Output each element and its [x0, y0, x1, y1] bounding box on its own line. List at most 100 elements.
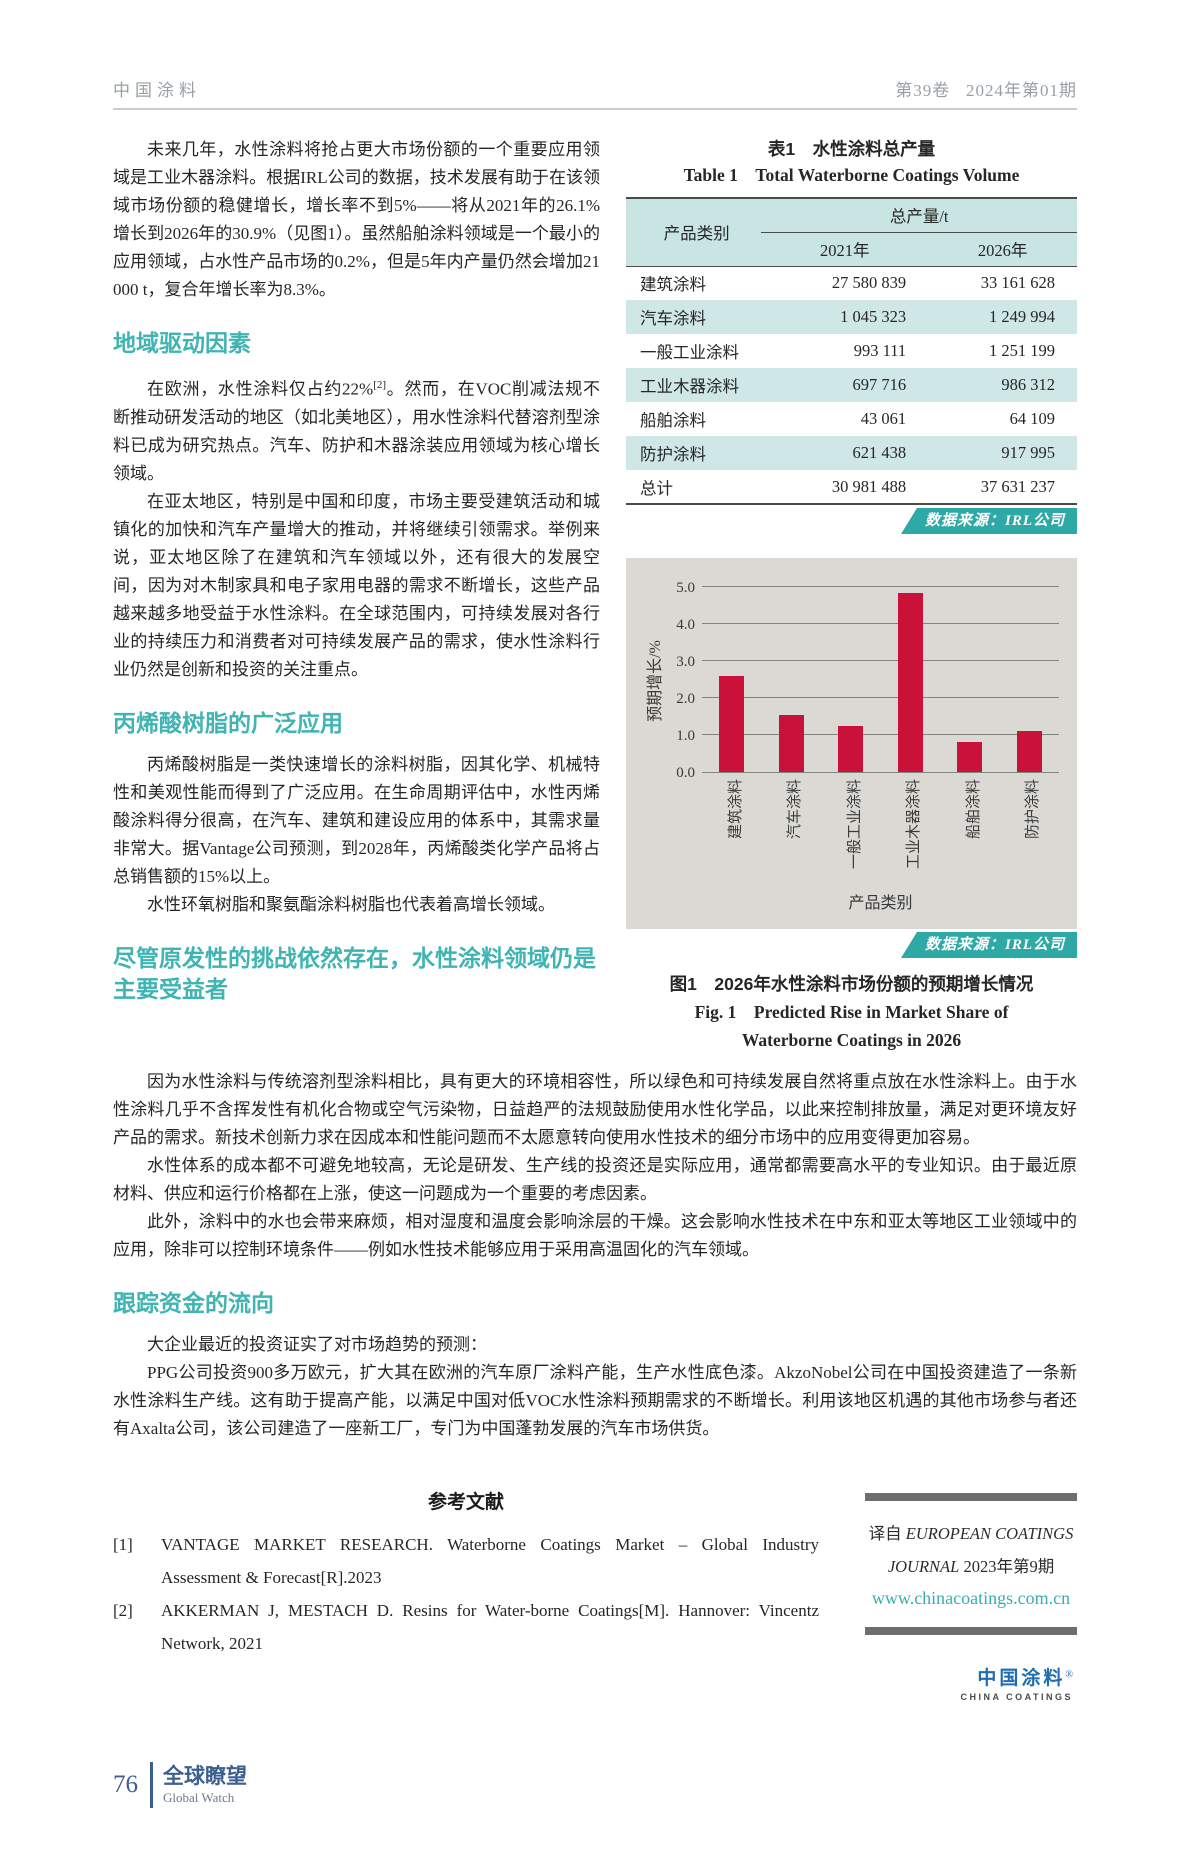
volume-2026-cell: 1 251 199: [989, 341, 1055, 360]
x-category-label: 船舶涂料: [940, 773, 1000, 889]
x-category-label-text: 船舶涂料: [965, 779, 982, 840]
table1-row: 船舶涂料 43 061 64 109: [626, 402, 1077, 436]
reference-number: [2]: [113, 1601, 133, 1620]
website-url: www.chinacoatings.com.cn: [871, 1588, 1071, 1608]
references-section: 参考文献 [1] VANTAGE MARKET RESEARCH. Waterbo…: [113, 1487, 865, 1702]
source-line-1-cn: 译自: [868, 1524, 906, 1543]
bar: [897, 592, 923, 772]
reference-item: [1] VANTAGE MARKET RESEARCH. Waterborne C…: [113, 1528, 819, 1594]
acrylic-paragraph-2: 水性环氧树脂和聚氨酯涂料树脂也代表着高增长领域。: [147, 894, 555, 914]
source-line-1-en: EUROPEAN COATINGS: [905, 1524, 1074, 1543]
chart-yticks: 0.0 1.0 2.0 3.0 4.0 5.0: [664, 580, 702, 781]
translation-source-column: 译自 EUROPEAN COATINGS JOURNAL 2023年第9期 ww…: [865, 1493, 1077, 1702]
footer-divider: [150, 1762, 153, 1808]
gridline: [702, 660, 1059, 661]
table-source-row: 数据来源：IRL公司: [626, 508, 1077, 534]
benefit-paragraph-1: 因为水性涂料与传统溶剂型涂料相比，具有更大的环境相容性，所以绿色和可持续发展自然…: [113, 1072, 1077, 1147]
table1-row: 防护涂料 621 438 917 995: [626, 436, 1077, 470]
bar-slot: [940, 742, 1000, 772]
page-header: 中国涂料 第39卷 2024年第01期: [113, 76, 1077, 110]
volume-2021-cell: 621 438: [761, 436, 929, 470]
product-category-cell: 工业木器涂料: [626, 368, 762, 402]
table-source-badge: 数据来源：IRL公司: [900, 508, 1077, 534]
product-category-cell: 一般工业涂料: [640, 343, 739, 362]
region-paragraph-2: 在亚太地区，特别是中国和印度，市场主要受建筑活动和城镇化的加快和汽车产量增大的推…: [113, 491, 600, 679]
money-paragraph-2: PPG公司投资900多万欧元，扩大其在欧洲的汽车原厂涂料产能，生产水性底色漆。A…: [113, 1363, 1077, 1438]
registered-mark-icon: ®: [1065, 1669, 1073, 1681]
bar: [778, 714, 804, 772]
volume-2021-cell: 993 111: [853, 341, 907, 360]
section-heading-money: 跟踪资金的流向: [113, 1290, 274, 1316]
source-line-2-cn: 2023年第9期: [959, 1557, 1055, 1576]
table1-head: 产品类别 总产量/t 2021年 2026年: [626, 198, 1077, 266]
product-category-cell: 汽车涂料: [626, 300, 762, 334]
gridline: [702, 734, 1059, 735]
journal-name: 中国涂料: [113, 81, 201, 100]
gridline: [702, 697, 1059, 698]
region-paragraph-1-text: 在欧洲，水性涂料仅占约22%: [147, 379, 374, 399]
citation-mark: [2]: [373, 379, 387, 391]
money-paragraph-1: 大企业最近的投资证实了对市场趋势的预测：: [147, 1335, 487, 1354]
table1-header-row-1: 产品类别 总产量/t: [626, 198, 1077, 266]
footer-section-en: Global Watch: [163, 1789, 235, 1805]
product-category-cell: 船舶涂料: [640, 411, 706, 430]
x-category-label-text: 一般工业涂料: [846, 779, 863, 870]
source-line-1: 译自 EUROPEAN COATINGS: [867, 1517, 1075, 1550]
chart-xlabels: 建筑涂料 汽车涂料 一般工业涂料 工业木器涂料 船舶涂料 防护涂料: [702, 773, 1059, 889]
logo-en-text: CHINA COATINGS: [960, 1692, 1073, 1702]
volume-issue: 第39卷 2024年第01期: [895, 81, 1077, 100]
region-paragraph-1-rest: 。然而，在VOC削减法规不断推动研发活动的地区（如北美地区），用水性涂料代替溶剂…: [113, 379, 600, 483]
y-axis-title-text: 预期增长/%: [647, 639, 664, 722]
gridline: [702, 586, 1059, 587]
chart-plot: [702, 586, 1060, 773]
logo-cn-text: 中国涂料: [977, 1668, 1066, 1689]
volume-2026-cell: 986 312: [928, 368, 1077, 402]
page-number: 76: [113, 1771, 138, 1798]
intro-paragraph: 未来几年，水性涂料将抢占更大市场份额的一个重要应用领域是工业木器涂料。根据IRL…: [113, 140, 600, 299]
volume-2026-cell: 33 161 628: [980, 273, 1055, 293]
x-category-label-text: 汽车涂料: [787, 779, 804, 840]
volume-2026-cell: 1 249 994: [928, 300, 1077, 334]
figure1-caption-en-1: Fig. 1 Predicted Rise in Market Share of: [694, 1002, 1009, 1022]
table1-col-2021: 2021年: [761, 232, 929, 266]
benefit-paragraph-2: 水性体系的成本都不可避免地较高，无论是研发、生产线的投资还是实际应用，通常都需要…: [113, 1156, 1077, 1203]
bar-slot: [821, 725, 881, 772]
references-heading: 参考文献: [427, 1492, 504, 1513]
table1-col-2026: 2026年: [928, 232, 1077, 266]
section-heading-acrylic: 丙烯酸树脂的广泛应用: [113, 709, 343, 736]
benefit-paragraph-3: 此外，涂料中的水也会带来麻烦，相对湿度和温度会影响涂层的干燥。这会影响水性技术在…: [113, 1212, 1077, 1259]
figure1-chart: 预期增长/% 0.0 1.0 2.0 3.0 4.0 5.0 建筑涂料 汽车涂料 一般工业涂料…: [626, 558, 1077, 929]
bottom-area: 参考文献 [1] VANTAGE MARKET RESEARCH. Waterbo…: [113, 1487, 1077, 1702]
section-heading-challenge: 尽管原发性的挑战依然存在，水性涂料领域仍是主要受益者: [113, 944, 596, 1002]
source-line-2-en: JOURNAL: [887, 1557, 960, 1576]
two-column-area: 未来几年，水性涂料将抢占更大市场份额的一个重要应用领域是工业木器涂料。根据IRL…: [113, 136, 1077, 1054]
x-category-label-text: 建筑涂料: [727, 779, 744, 840]
volume-2026-cell: 917 995: [928, 436, 1077, 470]
bar: [1016, 731, 1042, 772]
table1-total-row: 总计 30 981 488 37 631 237: [626, 470, 1077, 504]
y-tick-label: 4.0: [676, 617, 695, 633]
product-category-cell: 建筑涂料: [640, 275, 706, 295]
bar-slot: [702, 675, 762, 772]
x-category-label: 工业木器涂料: [881, 773, 941, 889]
page-footer: 76 全球瞭望 Global Watch: [113, 1702, 1077, 1808]
volume-2021-cell: 1 045 323: [761, 300, 929, 334]
bar-slot: [1000, 731, 1060, 772]
reference-item: [2] AKKERMAN J, MESTACH D. Resins for Wat…: [113, 1594, 819, 1660]
x-axis-title: 产品类别: [848, 895, 913, 912]
volume-2026-cell: 64 109: [1009, 409, 1055, 428]
source-line-2: JOURNAL 2023年第9期: [867, 1550, 1075, 1583]
region-paragraph-1: 在欧洲，水性涂料仅占约22%[2]。然而，在VOC削减法规不断推动研发活动的地区…: [113, 371, 600, 488]
bar: [838, 725, 864, 772]
table1-header-row-2: 2021年 2026年: [626, 232, 1077, 266]
footer-section-cn: 全球瞭望: [163, 1764, 247, 1788]
x-category-label: 汽车涂料: [762, 773, 822, 889]
publisher-logo: 中国涂料® CHINA COATINGS: [865, 1663, 1077, 1702]
y-tick-label: 3.0: [676, 654, 695, 670]
bar-slot: [762, 714, 822, 772]
volume-2021-cell: 43 061: [860, 409, 907, 428]
table1: 产品类别 总产量/t 2021年 2026年 建筑涂料 27 580 839 33 …: [626, 197, 1077, 505]
y-tick-label: 1.0: [676, 728, 695, 744]
x-category-label: 建筑涂料: [702, 773, 762, 889]
reference-text: VANTAGE MARKET RESEARCH. Waterborne Coat…: [161, 1535, 819, 1587]
